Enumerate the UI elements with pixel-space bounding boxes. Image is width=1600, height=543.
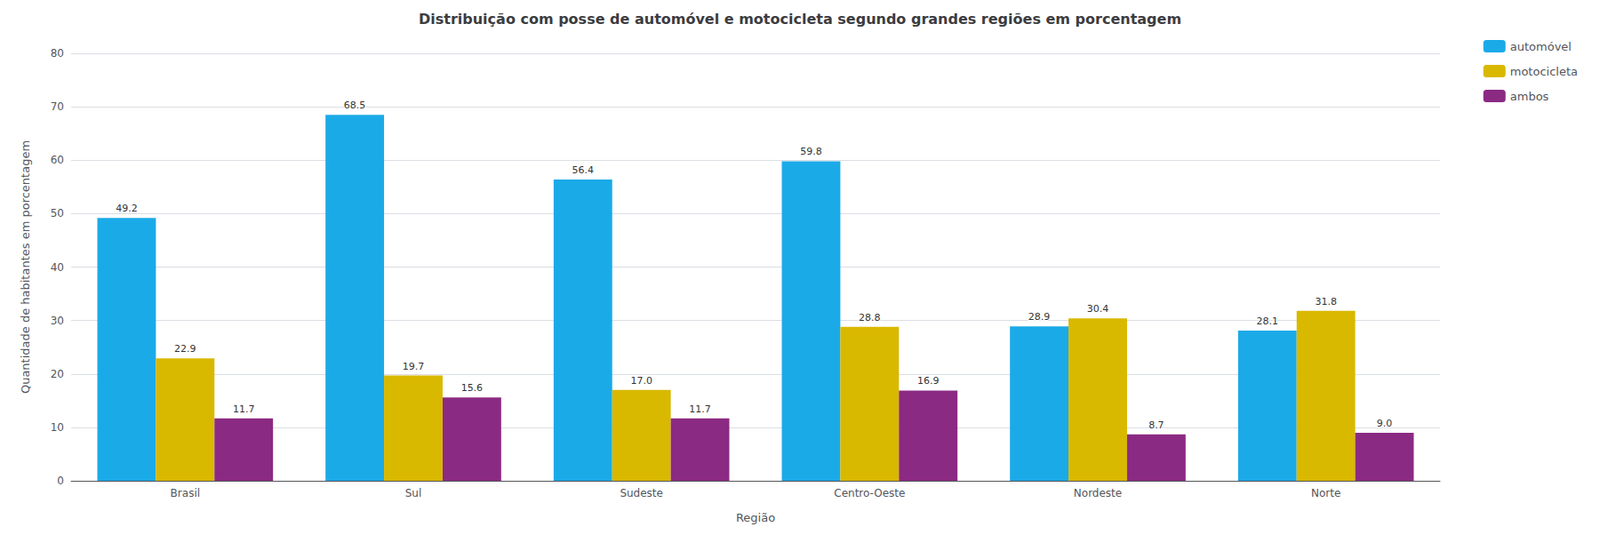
svg-text:Quantidade de habitantes em po: Quantidade de habitantes em porcentagem xyxy=(18,140,32,394)
svg-text:16.9: 16.9 xyxy=(917,375,940,387)
svg-text:28.8: 28.8 xyxy=(858,312,881,324)
svg-text:Centro-Oeste: Centro-Oeste xyxy=(833,487,905,500)
svg-text:56.4: 56.4 xyxy=(572,164,595,176)
svg-text:Região: Região xyxy=(736,511,776,525)
svg-text:Sul: Sul xyxy=(405,487,423,500)
svg-text:Sudeste: Sudeste xyxy=(619,487,664,500)
svg-text:Norte: Norte xyxy=(1311,487,1341,500)
svg-text:30.4: 30.4 xyxy=(1087,303,1110,315)
svg-text:31.8: 31.8 xyxy=(1314,296,1337,308)
svg-text:20: 20 xyxy=(50,368,64,381)
svg-text:0: 0 xyxy=(56,474,64,488)
svg-text:68.5: 68.5 xyxy=(344,99,367,112)
svg-text:automóvel: automóvel xyxy=(1510,40,1572,54)
svg-text:8.7: 8.7 xyxy=(1148,419,1165,432)
svg-text:28.9: 28.9 xyxy=(1028,311,1051,323)
svg-text:80: 80 xyxy=(50,47,64,60)
svg-text:22.9: 22.9 xyxy=(174,343,197,355)
svg-text:17.0: 17.0 xyxy=(630,375,653,387)
svg-text:Nordeste: Nordeste xyxy=(1073,487,1122,500)
svg-text:11.7: 11.7 xyxy=(232,403,256,416)
svg-text:9.0: 9.0 xyxy=(1376,417,1393,430)
svg-text:motocicleta: motocicleta xyxy=(1510,64,1578,79)
svg-text:Brasil: Brasil xyxy=(170,487,200,500)
svg-text:19.7: 19.7 xyxy=(402,360,425,373)
svg-text:30: 30 xyxy=(50,314,64,328)
svg-text:49.2: 49.2 xyxy=(115,202,138,215)
svg-text:11.7: 11.7 xyxy=(688,403,712,416)
svg-text:59.8: 59.8 xyxy=(800,145,823,158)
svg-text:ambos: ambos xyxy=(1510,89,1550,104)
svg-text:Distribuição com posse de auto: Distribuição com posse de automóvel e mo… xyxy=(418,10,1182,28)
svg-text:50: 50 xyxy=(50,207,64,220)
svg-text:40: 40 xyxy=(50,261,64,274)
svg-text:10: 10 xyxy=(50,421,64,434)
svg-text:60: 60 xyxy=(50,153,64,167)
svg-text:70: 70 xyxy=(50,100,64,113)
svg-text:15.6: 15.6 xyxy=(461,382,484,394)
svg-text:28.1: 28.1 xyxy=(1256,315,1280,328)
